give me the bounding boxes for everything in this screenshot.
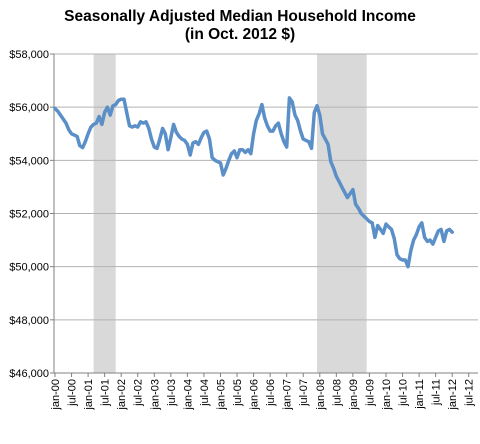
x-tick-label: jan-11 [414, 379, 426, 410]
x-tick-label: jan-02 [116, 379, 128, 411]
x-tick-label: jul-08 [331, 379, 343, 407]
x-axis-ticks: jan-00 jul-00 jan-01 jul-01 jan-02 jul-02 jan-… [50, 373, 476, 411]
x-tick-label: jan-05 [215, 379, 227, 411]
y-tick-label: $48,000 [9, 315, 49, 327]
y-axis-ticks: $46,000 $48,000 $50,000 $52,000 $54,000 $56,0… [9, 49, 54, 380]
x-tick-label: jan-09 [348, 379, 360, 411]
x-tick-label: jan-08 [315, 379, 327, 411]
y-tick-label: $58,000 [9, 49, 49, 61]
x-tick-label: jul-03 [166, 379, 178, 407]
y-tick-label: $50,000 [9, 262, 49, 274]
x-tick-label: jul-02 [133, 379, 145, 407]
series-line-layer [53, 96, 454, 269]
x-tick-label: jul-05 [232, 379, 244, 407]
y-tick-label: $54,000 [9, 155, 49, 167]
x-tick-label: jul-00 [67, 379, 79, 407]
x-tick-label: jul-06 [265, 379, 277, 407]
series-line-1 [53, 96, 454, 269]
x-tick-label: jan-03 [149, 379, 161, 411]
x-tick-label: jul-10 [398, 379, 410, 407]
y-tick-label: $46,000 [9, 368, 49, 380]
x-tick-label: jan-04 [182, 379, 194, 411]
x-tick-label: jul-09 [364, 379, 376, 407]
x-tick-label: jan-01 [83, 379, 95, 411]
chart-title: Seasonally Adjusted Median Household Inc… [0, 8, 480, 44]
x-tick-label: jan-00 [50, 379, 62, 411]
x-tick-label: jan-10 [381, 379, 393, 411]
chart-title-line-2: (in Oct. 2012 $) [184, 26, 296, 43]
y-tick-label: $56,000 [9, 102, 49, 114]
x-tick-label: jan-06 [249, 379, 261, 411]
x-tick-label: jul-07 [298, 379, 310, 407]
x-tick-label: jan-07 [282, 379, 294, 411]
x-tick-label: jul-12 [464, 379, 476, 407]
x-tick-label: jul-01 [100, 379, 112, 407]
chart-title-line-1: Seasonally Adjusted Median Household Inc… [64, 8, 416, 25]
x-tick-label: jan-12 [447, 379, 459, 411]
x-tick-label: jul-04 [199, 379, 211, 407]
x-tick-label: jul-11 [431, 379, 443, 406]
y-tick-label: $52,000 [9, 209, 49, 221]
